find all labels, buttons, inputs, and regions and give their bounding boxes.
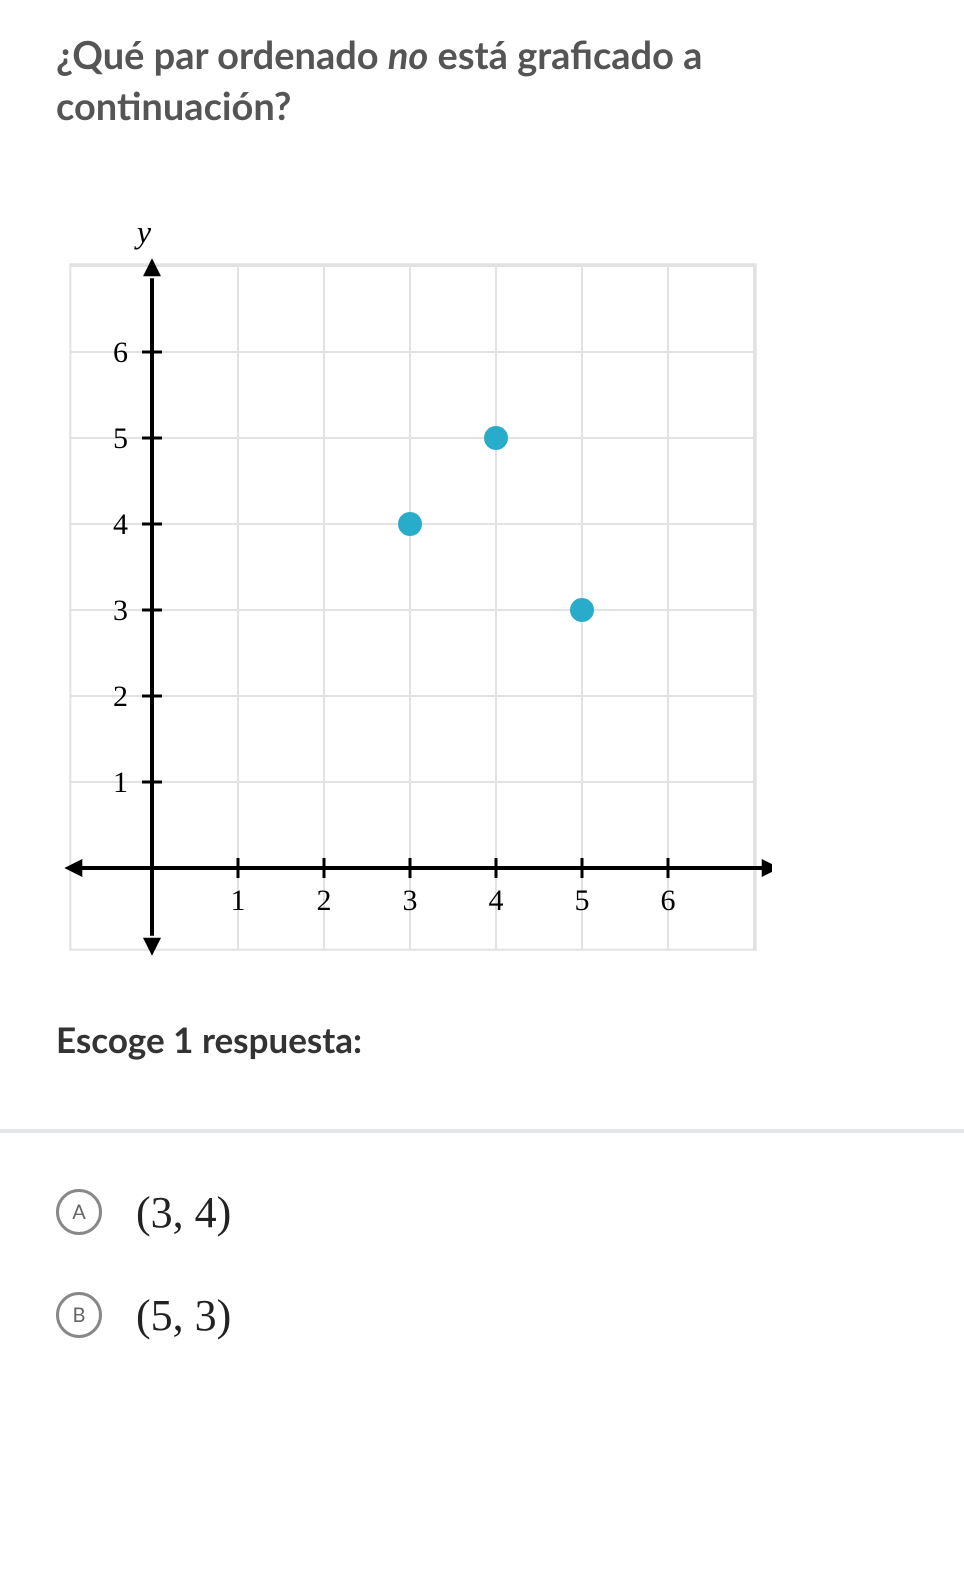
- svg-text:3: 3: [403, 884, 418, 917]
- svg-text:5: 5: [575, 884, 590, 917]
- svg-text:1: 1: [231, 884, 246, 917]
- svg-text:6: 6: [113, 336, 128, 369]
- radio-letter: A: [56, 1189, 102, 1235]
- option-label: (5, 3): [136, 1290, 231, 1341]
- answer-option-a[interactable]: A (3, 4): [56, 1169, 908, 1262]
- coordinate-chart: 123456123456xy: [52, 203, 772, 963]
- svg-text:4: 4: [489, 884, 504, 917]
- question-prefix: ¿Qué par ordenado: [56, 32, 388, 78]
- radio-letter: B: [56, 1292, 102, 1338]
- svg-text:2: 2: [317, 884, 332, 917]
- svg-text:5: 5: [113, 422, 128, 455]
- svg-text:y: y: [134, 213, 152, 249]
- svg-text:1: 1: [113, 766, 128, 799]
- question-text: ¿Qué par ordenado no está graficado a co…: [56, 30, 908, 133]
- svg-text:3: 3: [113, 594, 128, 627]
- svg-text:6: 6: [661, 884, 676, 917]
- svg-text:2: 2: [113, 680, 128, 713]
- svg-text:4: 4: [113, 508, 128, 541]
- instruction-text: Escoge 1 respuesta:: [56, 1019, 908, 1061]
- options-divider: [0, 1129, 964, 1133]
- question-emphasis: no: [388, 32, 428, 78]
- answer-option-b[interactable]: B (5, 3): [56, 1272, 908, 1365]
- option-label: (3, 4): [136, 1187, 231, 1238]
